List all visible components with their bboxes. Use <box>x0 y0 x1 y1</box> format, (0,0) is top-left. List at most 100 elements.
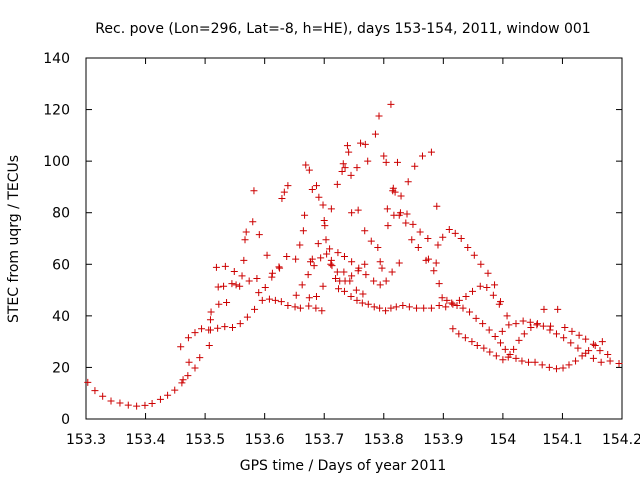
data-point <box>362 271 370 279</box>
data-point <box>296 241 304 249</box>
x-tick-label: 154 <box>490 432 517 448</box>
data-point <box>480 344 488 352</box>
data-point <box>483 283 491 291</box>
data-point <box>338 167 346 175</box>
data-point <box>451 229 459 237</box>
data-point <box>520 330 528 338</box>
data-point <box>236 282 244 290</box>
data-point <box>178 379 186 387</box>
data-point <box>489 291 497 299</box>
data-point <box>308 186 316 194</box>
data-point <box>348 258 356 266</box>
y-tick-label: 0 <box>61 412 70 428</box>
data-point <box>457 235 465 242</box>
data-point <box>382 307 390 315</box>
data-point <box>305 302 313 310</box>
data-point <box>378 264 386 272</box>
data-point <box>596 347 604 355</box>
data-point <box>223 298 231 306</box>
data-point <box>347 171 355 179</box>
data-point <box>353 164 361 172</box>
data-point <box>191 364 199 372</box>
x-tick-label: 153.4 <box>126 432 166 448</box>
data-point <box>242 228 250 236</box>
data-point <box>185 358 193 366</box>
data-point <box>317 254 325 262</box>
data-point <box>547 322 555 330</box>
data-point <box>358 299 366 307</box>
data-point <box>241 236 249 244</box>
data-point <box>364 300 372 308</box>
data-point <box>184 372 192 380</box>
data-point <box>422 256 430 264</box>
data-point <box>418 152 426 160</box>
data-point <box>298 281 306 289</box>
data-point <box>469 287 477 295</box>
y-tick-label: 80 <box>52 206 70 222</box>
data-point <box>606 357 614 365</box>
data-point <box>519 317 527 325</box>
data-point <box>352 286 360 294</box>
data-point <box>466 308 474 316</box>
data-point <box>538 361 546 369</box>
data-point <box>598 338 606 346</box>
data-point <box>518 357 526 365</box>
data-point <box>559 364 567 372</box>
data-point <box>133 402 141 410</box>
data-point <box>253 274 261 282</box>
chart-title: Rec. pove (Lon=296, Lat=-8, h=HE), days … <box>95 21 590 37</box>
data-point <box>597 358 605 366</box>
data-point <box>432 259 440 267</box>
data-point <box>323 250 331 258</box>
data-point <box>214 283 222 291</box>
data-point <box>430 267 438 275</box>
data-point <box>333 180 341 188</box>
data-point <box>205 342 213 350</box>
data-point <box>305 294 313 302</box>
data-point <box>540 305 548 313</box>
data-point <box>589 340 597 348</box>
data-point <box>395 259 403 267</box>
x-tick-label: 153.6 <box>245 432 285 448</box>
data-point <box>312 304 320 312</box>
data-point <box>477 260 485 268</box>
data-point <box>439 233 447 241</box>
data-point <box>255 231 263 239</box>
y-axis-label: STEC from uqrg / TECUs <box>6 155 22 323</box>
data-point <box>376 281 384 289</box>
data-point <box>370 303 378 311</box>
x-tick-label: 154.1 <box>542 432 582 448</box>
data-point <box>510 345 518 353</box>
data-point <box>371 130 379 138</box>
data-point <box>565 361 573 369</box>
data-point <box>438 294 446 302</box>
data-point <box>292 291 300 299</box>
data-point <box>464 244 472 252</box>
data-point <box>367 237 375 245</box>
data-point <box>164 391 172 399</box>
data-point <box>433 202 441 210</box>
data-point <box>250 187 258 195</box>
data-point <box>116 399 124 407</box>
data-point <box>359 290 367 298</box>
data-point <box>420 304 428 312</box>
data-point <box>263 251 271 259</box>
data-point <box>327 205 335 213</box>
data-point <box>545 363 553 371</box>
data-point <box>539 322 547 330</box>
data-point <box>251 305 259 313</box>
x-tick-label: 153.8 <box>364 432 404 448</box>
data-point <box>340 253 348 261</box>
data-point <box>315 193 323 201</box>
data-point <box>304 271 312 279</box>
data-point <box>375 112 383 120</box>
data-point <box>322 236 330 244</box>
data-point <box>408 236 416 244</box>
data-point <box>387 100 395 108</box>
data-point <box>382 277 390 285</box>
data-point <box>554 305 562 313</box>
data-point <box>354 206 362 214</box>
data-point <box>343 142 351 150</box>
data-point <box>499 356 507 364</box>
data-point <box>230 268 238 276</box>
